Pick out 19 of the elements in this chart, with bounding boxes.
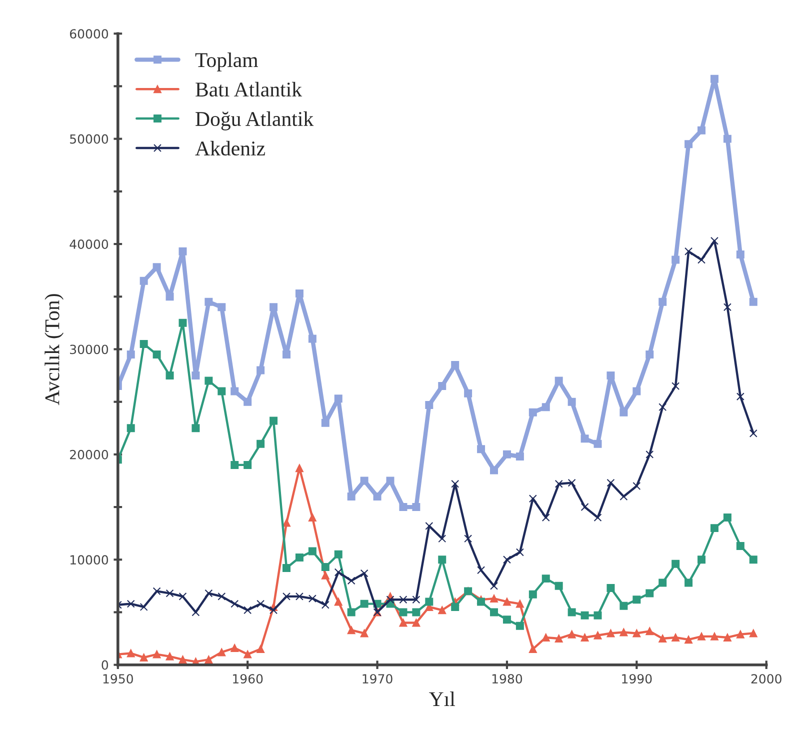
legend-label: Akdeniz <box>195 140 265 156</box>
x-tick-label: 1990 <box>622 674 652 684</box>
y-tick-label: 50000 <box>70 134 108 144</box>
x-tick-label: 1950 <box>103 674 133 684</box>
x-tick-label: 1970 <box>362 674 392 684</box>
y-tick-label: 30000 <box>70 344 108 354</box>
y-tick-label: 0 <box>102 660 108 670</box>
y-tick-label: 10000 <box>70 555 108 565</box>
y-tick-label: 40000 <box>70 239 108 249</box>
y-tick-label: 20000 <box>70 450 108 460</box>
x-tick-label: 1980 <box>492 674 522 684</box>
y-axis-title: Avcılık (Ton) <box>44 294 64 406</box>
legend-label: Batı Atlantik <box>196 82 302 97</box>
x-axis-title: Yıl <box>429 692 456 706</box>
y-tick-label: 60000 <box>70 29 108 39</box>
x-tick-label: 2000 <box>751 674 782 684</box>
legend-label: Doğu Atlantik <box>196 111 314 130</box>
legend-label: Toplam <box>195 52 258 72</box>
x-tick-label: 1960 <box>233 674 263 684</box>
